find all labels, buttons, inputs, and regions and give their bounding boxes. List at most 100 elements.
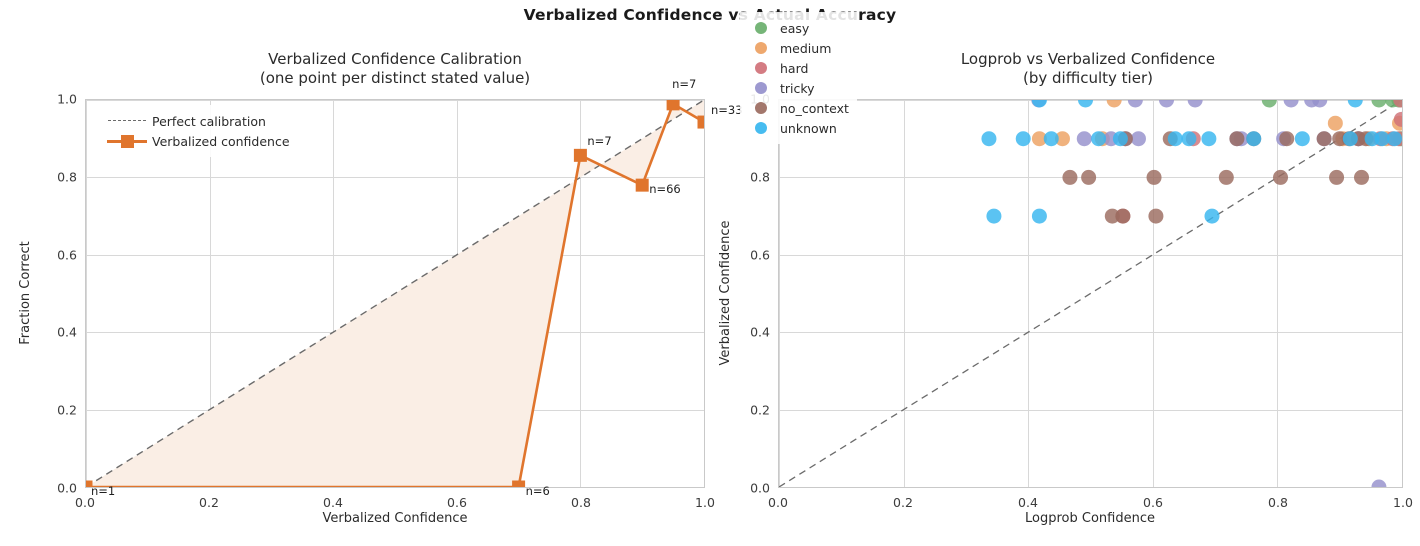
legend-item-no_context[interactable]: no_context — [746, 98, 849, 118]
scatter-point-unknown[interactable] — [1181, 131, 1197, 147]
scatter-point-no_context[interactable] — [1081, 169, 1097, 185]
scatter-y-axis-label: Verbalized Confidence — [718, 220, 733, 366]
y-tick-label: 0.2 — [57, 402, 77, 418]
gridline-vertical — [333, 100, 334, 487]
scatter-point-unknown[interactable] — [1112, 131, 1128, 147]
calibration-data-point[interactable] — [85, 480, 93, 489]
scatter-point-unknown[interactable] — [1347, 99, 1363, 108]
scatter-point-unknown[interactable] — [1246, 131, 1262, 147]
scatter-point-no_context[interactable] — [1146, 169, 1162, 185]
scatter-point-medium[interactable] — [1327, 115, 1343, 131]
data-point-count-label: n=7 — [587, 134, 612, 149]
gridline-vertical — [1277, 100, 1278, 487]
legend-item-label: Verbalized confidence — [152, 133, 290, 149]
calibration-chart-title: Verbalized Confidence Calibration (one p… — [259, 50, 531, 88]
calibration-y-axis-label: Fraction Correct — [18, 241, 33, 345]
scatter-point-unknown[interactable] — [1043, 131, 1059, 147]
scatter-point-unknown[interactable] — [1031, 99, 1047, 108]
y-tick-label: 0.6 — [57, 247, 77, 263]
x-tick-label: 0.4 — [323, 495, 343, 510]
x-tick-label: 0.4 — [1018, 495, 1038, 510]
scatter-point-hard[interactable] — [1393, 99, 1403, 108]
legend-item-label: medium — [780, 40, 832, 56]
circle-marker-icon — [746, 58, 776, 78]
calibration-legend[interactable]: Perfect calibration Verbalized confidence — [100, 105, 298, 157]
scatter-point-no_context[interactable] — [1104, 208, 1120, 224]
legend-item-label: easy — [780, 20, 810, 36]
calibration-data-point[interactable] — [573, 148, 587, 162]
scatter-point-unknown[interactable] — [986, 208, 1002, 224]
gridline-horizontal — [86, 100, 704, 101]
scatter-point-unknown[interactable] — [1031, 208, 1047, 224]
scatter-point-easy[interactable] — [1371, 99, 1387, 108]
scatter-point-unknown[interactable] — [1342, 131, 1358, 147]
scatter-point-no_context[interactable] — [1279, 131, 1295, 147]
scatter-point-medium[interactable] — [1031, 131, 1047, 147]
scatter-point-no_context[interactable] — [1316, 131, 1332, 147]
circle-marker-icon — [746, 38, 776, 58]
y-tick-label: 0.4 — [750, 324, 770, 340]
legend-item-label: Perfect calibration — [152, 113, 266, 129]
scatter-panel: Logprob vs Verbalized Confidence (by dif… — [710, 0, 1420, 546]
scatter-point-tricky[interactable] — [1076, 131, 1092, 147]
x-tick-label: 0.6 — [1143, 495, 1163, 510]
scatter-point-no_context[interactable] — [1273, 169, 1289, 185]
scatter-point-no_context[interactable] — [1115, 208, 1131, 224]
scatter-point-unknown[interactable] — [1167, 131, 1183, 147]
legend-item-easy[interactable]: easy — [746, 18, 849, 38]
scatter-point-no_context[interactable] — [1329, 169, 1345, 185]
scatter-point-tricky[interactable] — [1371, 479, 1387, 489]
calibration-data-point[interactable] — [697, 115, 706, 129]
x-tick-label: 0.8 — [571, 495, 591, 510]
legend-item-tricky[interactable]: tricky — [746, 78, 849, 98]
circle-marker-icon — [746, 118, 776, 138]
gridline-horizontal — [86, 177, 704, 178]
scatter-point-medium[interactable] — [1106, 99, 1122, 108]
scatter-point-no_context[interactable] — [1148, 208, 1164, 224]
calibration-data-point[interactable] — [635, 178, 649, 192]
scatter-point-unknown[interactable] — [1374, 131, 1390, 147]
gridline-vertical — [904, 100, 905, 487]
legend-item-hard[interactable]: hard — [746, 58, 849, 78]
legend-item-medium[interactable]: medium — [746, 38, 849, 58]
scatter-point-unknown[interactable] — [1204, 208, 1220, 224]
gridline-vertical — [1028, 100, 1029, 487]
y-tick-label: 0.8 — [750, 169, 770, 185]
legend-item-perfect-calibration[interactable]: Perfect calibration — [106, 111, 290, 131]
scatter-point-hard[interactable] — [1393, 111, 1403, 127]
legend-item-label: unknown — [780, 120, 837, 136]
calibration-data-point[interactable] — [512, 480, 526, 489]
scatter-point-unknown[interactable] — [1387, 131, 1402, 147]
scatter-point-tricky[interactable] — [1130, 131, 1146, 147]
calibration-series-overlay — [85, 99, 706, 489]
scatter-point-no_context[interactable] — [1354, 169, 1370, 185]
y-tick-label: 0.4 — [57, 324, 77, 340]
circle-marker-icon — [746, 98, 776, 118]
scatter-point-no_context[interactable] — [1218, 169, 1234, 185]
scatter-point-tricky[interactable] — [1187, 99, 1203, 108]
legend-item-unknown[interactable]: unknown — [746, 118, 849, 138]
gridline-horizontal — [86, 487, 704, 488]
scatter-point-tricky[interactable] — [1283, 99, 1299, 108]
gridline-vertical — [86, 100, 87, 487]
scatter-point-medium[interactable] — [1054, 131, 1070, 147]
y-tick-label: 1.0 — [57, 91, 77, 107]
scatter-point-unknown[interactable] — [1201, 131, 1217, 147]
scatter-point-unknown[interactable] — [1078, 99, 1094, 108]
data-point-count-label: n=66 — [649, 182, 681, 197]
gridline-horizontal — [86, 255, 704, 256]
scatter-point-unknown[interactable] — [1091, 131, 1107, 147]
scatter-point-unknown[interactable] — [1294, 131, 1310, 147]
x-tick-label: 0.2 — [893, 495, 913, 510]
scatter-point-tricky[interactable] — [1127, 99, 1143, 108]
scatter-point-easy[interactable] — [1261, 99, 1277, 108]
scatter-point-no_context[interactable] — [1229, 131, 1245, 147]
legend-item-verbalized-confidence[interactable]: Verbalized confidence — [106, 131, 290, 151]
scatter-point-tricky[interactable] — [1159, 99, 1175, 108]
scatter-point-unknown[interactable] — [1015, 131, 1031, 147]
scatter-point-unknown[interactable] — [981, 131, 997, 147]
scatter-point-no_context[interactable] — [1062, 169, 1078, 185]
scatter-point-tricky[interactable] — [1312, 99, 1328, 108]
calibration-data-point[interactable] — [666, 99, 680, 111]
